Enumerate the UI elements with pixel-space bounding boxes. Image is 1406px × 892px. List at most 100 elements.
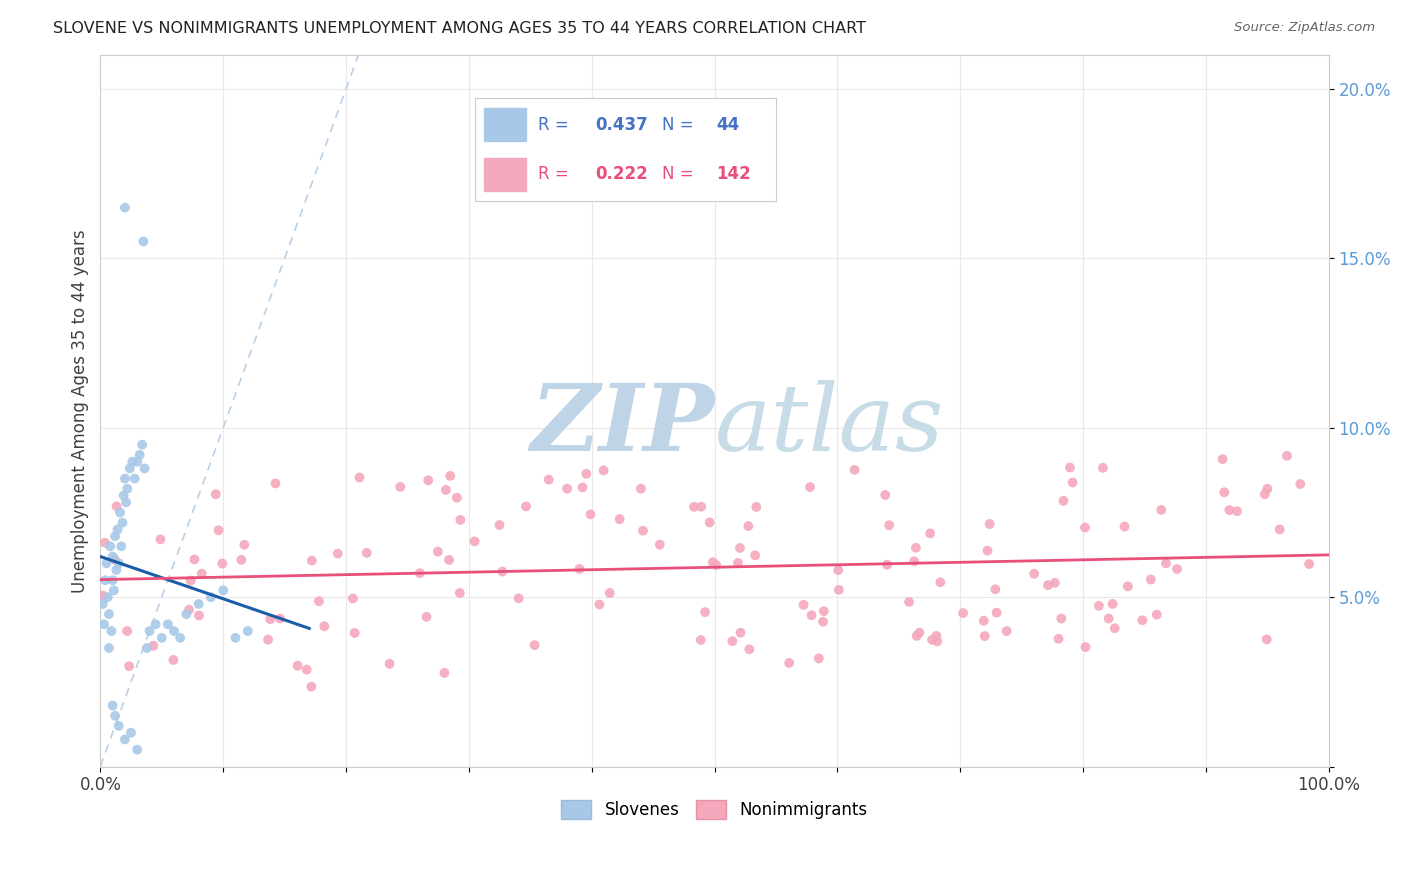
Point [132, 235, 155, 249]
Point [212, 583, 235, 598]
Point [269, 611, 291, 625]
Point [136, 640, 159, 655]
Point [630, 482, 652, 496]
Point [464, 534, 486, 549]
Point [287, 658, 309, 673]
Point [115, 495, 138, 509]
Point [1059, 460, 1081, 475]
Point [793, 598, 815, 612]
Point [690, 500, 713, 514]
Point [693, 605, 716, 619]
Point [204, 487, 226, 501]
Point [973, 614, 995, 628]
Point [800, 608, 823, 623]
Point [979, 516, 1001, 531]
Point [107, 557, 129, 571]
Point [190, 566, 212, 581]
Point [326, 547, 349, 561]
Point [156, 617, 179, 632]
Point [1116, 579, 1139, 593]
Point [91, 597, 114, 611]
Point [811, 615, 834, 629]
Point [738, 642, 761, 657]
Point [437, 553, 460, 567]
Point [1298, 557, 1320, 571]
Point [127, 455, 149, 469]
Point [231, 553, 253, 567]
Point [94, 535, 117, 549]
Point [142, 639, 165, 653]
Point [508, 591, 530, 606]
Text: SLOVENE VS NONIMMIGRANTS UNEMPLOYMENT AMONG AGES 35 TO 44 YEARS CORRELATION CHAR: SLOVENE VS NONIMMIGRANTS UNEMPLOYMENT AM… [53, 21, 866, 37]
Point [97, 640, 120, 655]
Point [631, 524, 654, 538]
Point [91, 589, 114, 603]
Point [1104, 621, 1126, 635]
Point [927, 634, 949, 648]
Point [176, 607, 198, 621]
Point [100, 624, 122, 638]
Point [727, 556, 749, 570]
Point [233, 538, 256, 552]
Text: atlas: atlas [714, 380, 943, 470]
Point [426, 544, 449, 558]
Point [94, 573, 117, 587]
Point [905, 629, 928, 643]
Point [117, 482, 139, 496]
Point [898, 595, 921, 609]
Point [588, 598, 610, 612]
Point [1024, 566, 1046, 581]
Point [973, 629, 995, 643]
Point [844, 463, 866, 477]
Point [648, 538, 671, 552]
Point [1062, 475, 1084, 490]
Point [108, 506, 131, 520]
Point [93, 617, 115, 632]
Point [134, 461, 156, 475]
Point [609, 512, 631, 526]
Point [876, 558, 898, 572]
Point [131, 438, 153, 452]
Point [1212, 452, 1234, 467]
Point [104, 708, 127, 723]
Point [929, 575, 952, 590]
Point [434, 483, 457, 497]
Point [1050, 611, 1073, 625]
Point [1091, 460, 1114, 475]
Point [118, 461, 141, 475]
Point [728, 541, 751, 555]
Point [211, 557, 233, 571]
Point [571, 480, 593, 494]
Point [114, 732, 136, 747]
Point [1130, 613, 1153, 627]
Point [986, 606, 1008, 620]
Point [163, 624, 186, 638]
Point [110, 540, 132, 554]
Point [121, 455, 143, 469]
Point [592, 463, 614, 477]
Point [169, 631, 191, 645]
Point [555, 482, 578, 496]
Point [1074, 640, 1097, 654]
Point [439, 468, 461, 483]
Point [104, 529, 127, 543]
Point [721, 634, 744, 648]
Point [575, 467, 598, 481]
Point [995, 624, 1018, 638]
Point [1074, 520, 1097, 534]
Point [187, 597, 209, 611]
Point [1036, 578, 1059, 592]
Point [579, 508, 602, 522]
Point [114, 201, 136, 215]
Text: Source: ZipAtlas.com: Source: ZipAtlas.com [1234, 21, 1375, 35]
Point [418, 473, 440, 487]
Point [904, 541, 927, 555]
Point [730, 625, 752, 640]
Point [111, 516, 134, 530]
Point [343, 626, 366, 640]
Text: ZIP: ZIP [530, 380, 714, 470]
Point [1139, 573, 1161, 587]
Point [112, 489, 135, 503]
Point [128, 448, 150, 462]
Point [1098, 611, 1121, 625]
